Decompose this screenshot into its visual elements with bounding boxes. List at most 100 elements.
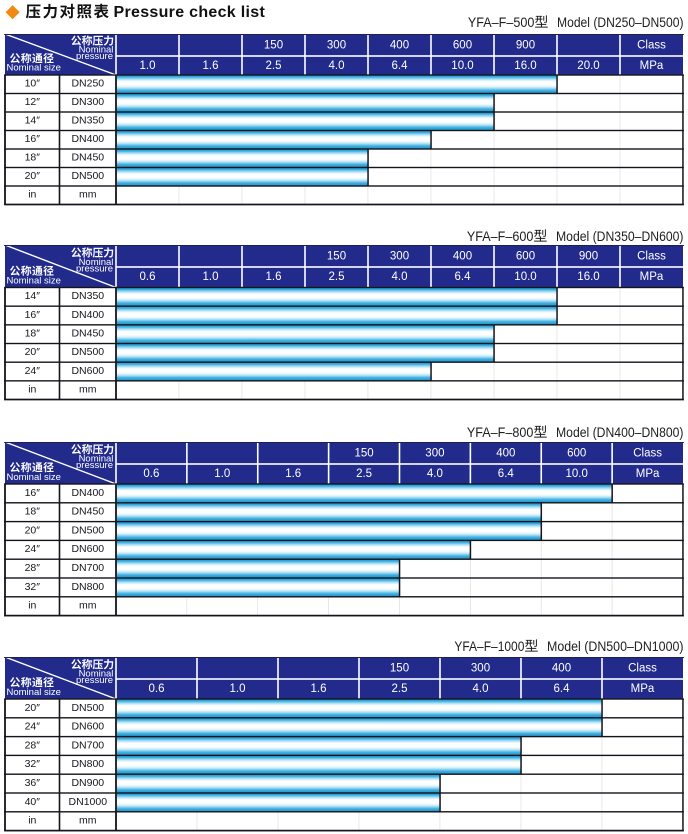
- svg-text:mm: mm: [79, 815, 97, 827]
- svg-text:20″: 20″: [25, 524, 41, 536]
- svg-text:DN500: DN500: [71, 346, 104, 358]
- svg-text:Nominal size: Nominal size: [7, 687, 61, 698]
- svg-text:1.0: 1.0: [230, 683, 246, 695]
- svg-text:YFA–F–500: YFA–F–500: [468, 15, 535, 30]
- svg-text:400: 400: [496, 447, 515, 459]
- svg-text:MPa: MPa: [631, 683, 655, 695]
- svg-text:2.5: 2.5: [356, 468, 372, 480]
- svg-text:28″: 28″: [25, 739, 41, 751]
- svg-text:Class: Class: [637, 250, 666, 262]
- svg-text:pressure: pressure: [76, 675, 113, 686]
- svg-text:DN450: DN450: [71, 506, 104, 518]
- svg-text:Class: Class: [637, 39, 666, 51]
- svg-text:Class: Class: [633, 447, 662, 459]
- svg-text:1.6: 1.6: [266, 271, 282, 283]
- svg-text:Model (DN350–DN600): Model (DN350–DN600): [556, 229, 684, 244]
- svg-text:DN450: DN450: [71, 328, 104, 340]
- svg-text:mm: mm: [79, 600, 97, 612]
- svg-text:in: in: [28, 815, 36, 827]
- svg-text:DN600: DN600: [71, 365, 104, 377]
- svg-text:Nominal: Nominal: [79, 257, 114, 268]
- svg-text:in: in: [28, 600, 36, 612]
- svg-text:2.5: 2.5: [329, 271, 345, 283]
- svg-text:Nominal size: Nominal size: [7, 276, 61, 287]
- svg-text:150: 150: [355, 447, 374, 459]
- svg-text:DN350: DN350: [71, 290, 104, 302]
- svg-text:24″: 24″: [25, 365, 41, 377]
- svg-text:DN300: DN300: [71, 96, 104, 108]
- svg-text:16.0: 16.0: [514, 60, 536, 72]
- svg-text:pressure: pressure: [76, 264, 113, 275]
- svg-text:Model (DN500–DN1000): Model (DN500–DN1000): [547, 639, 684, 654]
- svg-text:Model (DN250–DN500): Model (DN250–DN500): [557, 15, 684, 30]
- svg-text:300: 300: [425, 447, 444, 459]
- svg-text:20″: 20″: [25, 170, 41, 182]
- svg-text:14″: 14″: [25, 290, 41, 302]
- svg-text:40″: 40″: [25, 796, 41, 808]
- svg-text:12″: 12″: [25, 96, 41, 108]
- svg-text:16″: 16″: [25, 133, 41, 145]
- svg-text:DN900: DN900: [71, 777, 104, 789]
- svg-text:1.6: 1.6: [285, 468, 301, 480]
- svg-text:Pressure check list: Pressure check list: [114, 4, 266, 21]
- svg-text:150: 150: [390, 662, 409, 674]
- svg-text:DN250: DN250: [71, 78, 104, 90]
- svg-text:18″: 18″: [25, 506, 41, 518]
- svg-text:6.4: 6.4: [455, 271, 472, 283]
- svg-text:in: in: [28, 189, 36, 201]
- svg-text:600: 600: [453, 39, 472, 51]
- svg-text:400: 400: [390, 39, 409, 51]
- svg-text:Class: Class: [628, 662, 657, 674]
- svg-text:Nominal size: Nominal size: [7, 63, 61, 74]
- svg-text:600: 600: [516, 250, 535, 262]
- svg-text:DN700: DN700: [71, 739, 104, 751]
- svg-text:6.4: 6.4: [498, 468, 515, 480]
- svg-text:pressure: pressure: [76, 460, 113, 471]
- svg-text:6.4: 6.4: [392, 60, 409, 72]
- svg-text:1.0: 1.0: [214, 468, 230, 480]
- svg-text:DN600: DN600: [71, 721, 104, 733]
- svg-text:10.0: 10.0: [451, 60, 473, 72]
- svg-text:DN400: DN400: [71, 133, 104, 145]
- svg-text:900: 900: [516, 39, 535, 51]
- svg-text:4.0: 4.0: [473, 683, 489, 695]
- svg-text:16.0: 16.0: [577, 271, 599, 283]
- svg-text:MPa: MPa: [636, 468, 660, 480]
- svg-text:300: 300: [327, 39, 346, 51]
- svg-text:Nominal: Nominal: [79, 45, 114, 56]
- svg-text:DN500: DN500: [71, 702, 104, 714]
- svg-text:DN800: DN800: [71, 758, 104, 770]
- svg-text:DN600: DN600: [71, 543, 104, 555]
- svg-text:4.0: 4.0: [329, 60, 345, 72]
- svg-text:2.5: 2.5: [392, 683, 408, 695]
- svg-text:18″: 18″: [25, 152, 41, 164]
- svg-text:1.0: 1.0: [203, 271, 219, 283]
- svg-text:400: 400: [453, 250, 472, 262]
- svg-text:16″: 16″: [25, 487, 41, 499]
- svg-text:YFA–F–1000: YFA–F–1000: [454, 639, 524, 654]
- svg-text:DN400: DN400: [71, 309, 104, 321]
- svg-text:24″: 24″: [25, 721, 41, 733]
- svg-text:MPa: MPa: [640, 271, 664, 283]
- svg-text:YFA–F–600: YFA–F–600: [467, 229, 534, 244]
- svg-text:Nominal: Nominal: [79, 454, 114, 465]
- svg-text:10.0: 10.0: [514, 271, 536, 283]
- svg-text:YFA–F–800: YFA–F–800: [467, 425, 534, 440]
- svg-text:in: in: [28, 384, 36, 396]
- svg-text:32″: 32″: [25, 581, 41, 593]
- svg-text:900: 900: [579, 250, 598, 262]
- svg-text:20.0: 20.0: [577, 60, 599, 72]
- svg-text:150: 150: [327, 250, 346, 262]
- svg-text:1.0: 1.0: [140, 60, 156, 72]
- svg-text:18″: 18″: [25, 328, 41, 340]
- svg-text:20″: 20″: [25, 702, 41, 714]
- svg-text:DN500: DN500: [71, 524, 104, 536]
- svg-text:DN400: DN400: [71, 487, 104, 499]
- svg-text:Nominal size: Nominal size: [7, 472, 61, 483]
- svg-text:4.0: 4.0: [427, 468, 443, 480]
- svg-text:Model (DN400–DN800): Model (DN400–DN800): [556, 425, 684, 440]
- svg-text:0.6: 0.6: [140, 271, 156, 283]
- svg-text:pressure: pressure: [76, 51, 113, 62]
- svg-text:10″: 10″: [25, 78, 41, 90]
- svg-text:DN450: DN450: [71, 152, 104, 164]
